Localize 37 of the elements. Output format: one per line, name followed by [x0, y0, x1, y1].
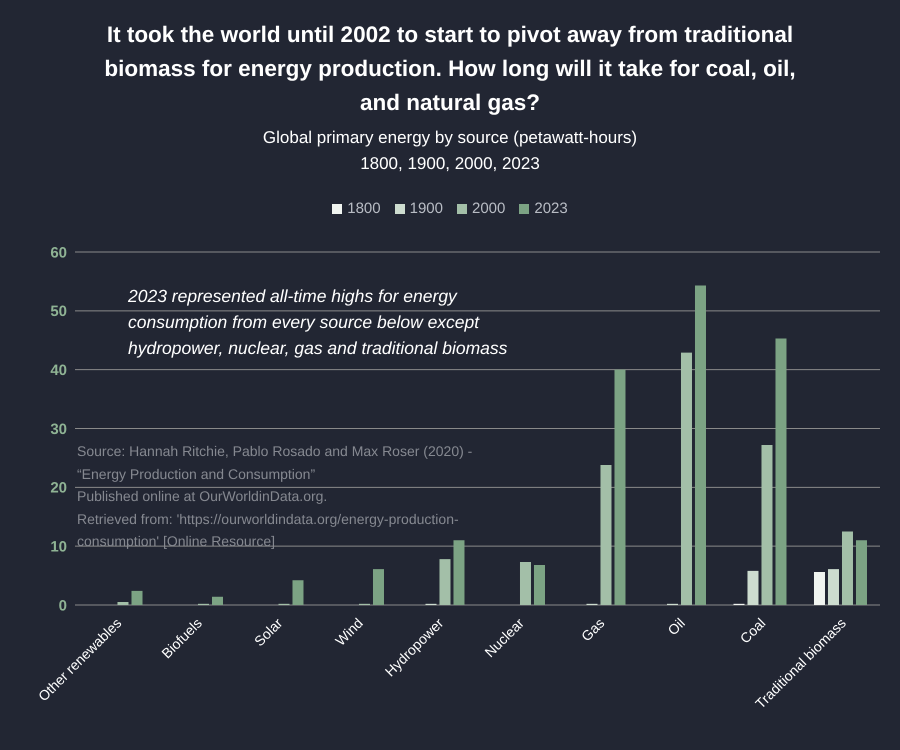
legend-label: 2023 [534, 200, 568, 217]
bar [761, 444, 772, 605]
y-tick-label: 50 [50, 303, 67, 320]
chart-subtitle: Global primary energy by source (petawatt-hours) 1800, 1900, 2000, 2023 [262, 127, 638, 175]
bar [694, 286, 706, 605]
bar [534, 564, 545, 605]
bar [453, 540, 464, 605]
bar [212, 596, 223, 605]
bar [372, 569, 384, 605]
y-tick-label: 0 [58, 597, 67, 614]
x-tick-label: Gas [578, 614, 608, 644]
annotation: 2023 represented all-time highs for energy consumption from every source below except hydropower, nuclear, gas and traditional biomass [128, 285, 508, 360]
legend-label: 2000 [472, 200, 506, 217]
bar [814, 572, 825, 605]
bar [747, 570, 758, 605]
bar [775, 338, 786, 605]
y-tick-label: 20 [50, 480, 67, 497]
bar [292, 580, 304, 605]
bar [856, 540, 867, 605]
y-tick-label: 40 [50, 362, 67, 379]
y-tick-label: 10 [50, 538, 67, 556]
bar [600, 464, 612, 605]
bar [131, 590, 142, 605]
legend-label: 1800 [347, 200, 381, 217]
bar [614, 370, 626, 605]
y-tick-label: 30 [50, 420, 67, 438]
x-tick-label: Oil [664, 614, 688, 638]
legend-label: 1900 [410, 200, 443, 217]
bar [680, 352, 692, 605]
bar [439, 559, 450, 605]
y-tick-label: 60 [50, 244, 67, 262]
chart-title: It took the world until 2002 to start to pivot away from traditional biomass for energy production. How long will it take for coal, oil, and natural gas? [103, 21, 797, 117]
bar [842, 531, 853, 605]
bar [117, 602, 128, 605]
bar [828, 569, 839, 605]
annotation: Source: Hannah Ritchie, Pablo Rosado and Max Roser (2020) - “Energy Production and Consumption” Published online at OurWorldinData.org. Retrieved from: 'https://ourworldindata.org/energy-production- consumption' [Online Resource] [77, 442, 472, 551]
bar [520, 562, 531, 605]
